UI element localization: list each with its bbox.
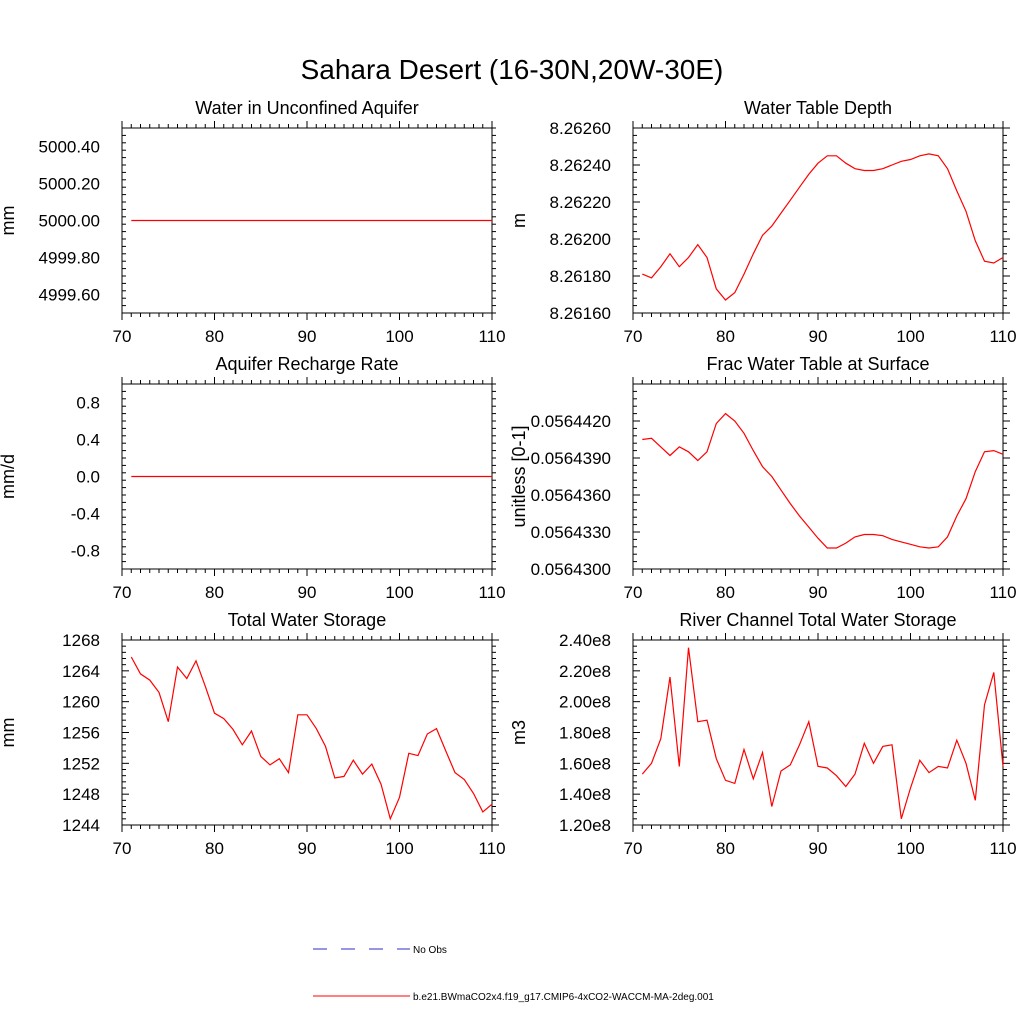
x-tick-label: 110 — [989, 583, 1016, 602]
y-axis-label: m3 — [509, 720, 529, 745]
x-tick-label: 110 — [989, 839, 1016, 858]
y-axis-label: mm — [0, 718, 18, 748]
y-tick-label: 1.60e8 — [559, 754, 611, 773]
x-tick-label: 70 — [624, 583, 643, 602]
y-tick-label: 8.26240 — [550, 156, 611, 175]
panel-title: Total Water Storage — [228, 610, 386, 630]
x-tick-label: 110 — [478, 839, 505, 858]
y-tick-label: 5000.20 — [39, 175, 100, 194]
y-tick-label: 0.0564420 — [531, 412, 611, 431]
y-axis-label: mm/d — [0, 454, 18, 499]
panel-title: River Channel Total Water Storage — [679, 610, 956, 630]
y-tick-label: 1264 — [62, 662, 100, 681]
y-tick-label: 1.20e8 — [559, 816, 611, 835]
x-tick-label: 70 — [113, 327, 132, 346]
x-tick-label: 90 — [298, 839, 317, 858]
panel-title: Water Table Depth — [744, 98, 892, 118]
legend-obs-label: No Obs — [413, 945, 447, 956]
panel-title: Frac Water Table at Surface — [706, 354, 929, 374]
y-tick-label: 0.0564300 — [531, 560, 611, 579]
series-line — [130, 656, 493, 821]
y-tick-label: 0.0564360 — [531, 486, 611, 505]
x-tick-label: 110 — [989, 327, 1016, 346]
y-tick-label: 1252 — [62, 754, 100, 773]
x-tick-label: 100 — [896, 327, 924, 346]
y-tick-label: 5000.00 — [39, 212, 100, 231]
plot-frame — [632, 639, 1004, 826]
x-tick-label: 80 — [716, 583, 735, 602]
y-tick-label: 1.40e8 — [559, 785, 611, 804]
x-tick-label: 90 — [298, 327, 317, 346]
x-tick-label: 110 — [478, 327, 505, 346]
y-tick-label: 8.26260 — [550, 119, 611, 138]
y-tick-label: 2.40e8 — [559, 631, 611, 650]
x-tick-label: 80 — [205, 839, 224, 858]
x-tick-label: 100 — [896, 583, 924, 602]
y-tick-label: 0.0564390 — [531, 449, 611, 468]
x-tick-label: 70 — [624, 327, 643, 346]
y-tick-label: 1244 — [62, 816, 100, 835]
y-axis-label: mm — [0, 206, 18, 236]
y-tick-label: 1260 — [62, 693, 100, 712]
panel-aquifer-recharge-rate: Aquifer Recharge Rate mm/d 70 80 90 100 110 -0.… — [0, 354, 506, 602]
panel-frac-water-table-at-surface: Frac Water Table at Surface unitless [0-1… — [509, 354, 1017, 602]
y-axis-label: unitless [0-1] — [509, 425, 529, 527]
legend: No Obs b.e21.BWmaCO2x4.f19_g17.CMIP6-4xC… — [313, 945, 714, 1003]
x-tick-label: 80 — [716, 327, 735, 346]
y-tick-label: 0.0 — [76, 468, 100, 487]
y-tick-label: -0.8 — [71, 542, 100, 561]
x-tick-label: 80 — [205, 327, 224, 346]
y-tick-label: 5000.40 — [39, 138, 100, 157]
y-tick-label: 0.8 — [76, 394, 100, 413]
y-tick-label: 2.20e8 — [559, 662, 611, 681]
figure-title: Sahara Desert (16-30N,20W-30E) — [301, 54, 724, 85]
plot-frame — [632, 127, 1004, 314]
y-tick-label: 4999.60 — [39, 286, 100, 305]
panel-water-in-unconfined-aquifer: Water in Unconfined Aquifer mm 70 80 90 100 11… — [0, 98, 506, 346]
x-tick-label: 100 — [896, 839, 924, 858]
x-tick-label: 70 — [624, 839, 643, 858]
y-tick-label: 8.26220 — [550, 193, 611, 212]
panel-title: Aquifer Recharge Rate — [215, 354, 398, 374]
y-tick-label: 1.80e8 — [559, 724, 611, 743]
y-tick-label: 1256 — [62, 724, 100, 743]
y-tick-label: 8.26160 — [550, 304, 611, 323]
x-tick-label: 70 — [113, 583, 132, 602]
y-tick-label: 2.00e8 — [559, 693, 611, 712]
x-tick-label: 100 — [385, 839, 413, 858]
y-tick-label: 8.26180 — [550, 267, 611, 286]
x-tick-label: 100 — [385, 327, 413, 346]
panel-water-table-depth: Water Table Depth m 70 80 90 100 110 8.26160 8.2… — [509, 98, 1017, 346]
x-tick-label: 70 — [113, 839, 132, 858]
x-tick-label: 90 — [298, 583, 317, 602]
x-tick-label: 90 — [809, 327, 828, 346]
x-tick-label: 110 — [478, 583, 505, 602]
y-tick-label: 4999.80 — [39, 249, 100, 268]
series-line — [642, 153, 1004, 301]
y-tick-label: 1248 — [62, 785, 100, 804]
y-axis-label: m — [509, 213, 529, 228]
y-tick-label: 0.0564330 — [531, 523, 611, 542]
x-tick-label: 100 — [385, 583, 413, 602]
panel-river-channel-total-water-storage: River Channel Total Water Storage m3 70 80 9… — [509, 610, 1017, 858]
x-tick-label: 80 — [716, 839, 735, 858]
x-tick-label: 90 — [809, 839, 828, 858]
x-tick-label: 90 — [809, 583, 828, 602]
legend-model-label: b.e21.BWmaCO2x4.f19_g17.CMIP6-4xCO2-WACC… — [413, 992, 714, 1003]
panel-title: Water in Unconfined Aquifer — [195, 98, 418, 118]
y-tick-label: 0.4 — [76, 431, 100, 450]
y-tick-label: 1268 — [62, 631, 100, 650]
series-line — [641, 647, 1004, 819]
y-tick-label: -0.4 — [71, 505, 100, 524]
y-tick-label: 8.26200 — [550, 230, 611, 249]
panel-total-water-storage: Total Water Storage mm 70 80 90 100 110 1244 124… — [0, 610, 506, 858]
plot-frame — [632, 383, 1004, 570]
x-tick-label: 80 — [205, 583, 224, 602]
series-line — [642, 412, 1004, 549]
